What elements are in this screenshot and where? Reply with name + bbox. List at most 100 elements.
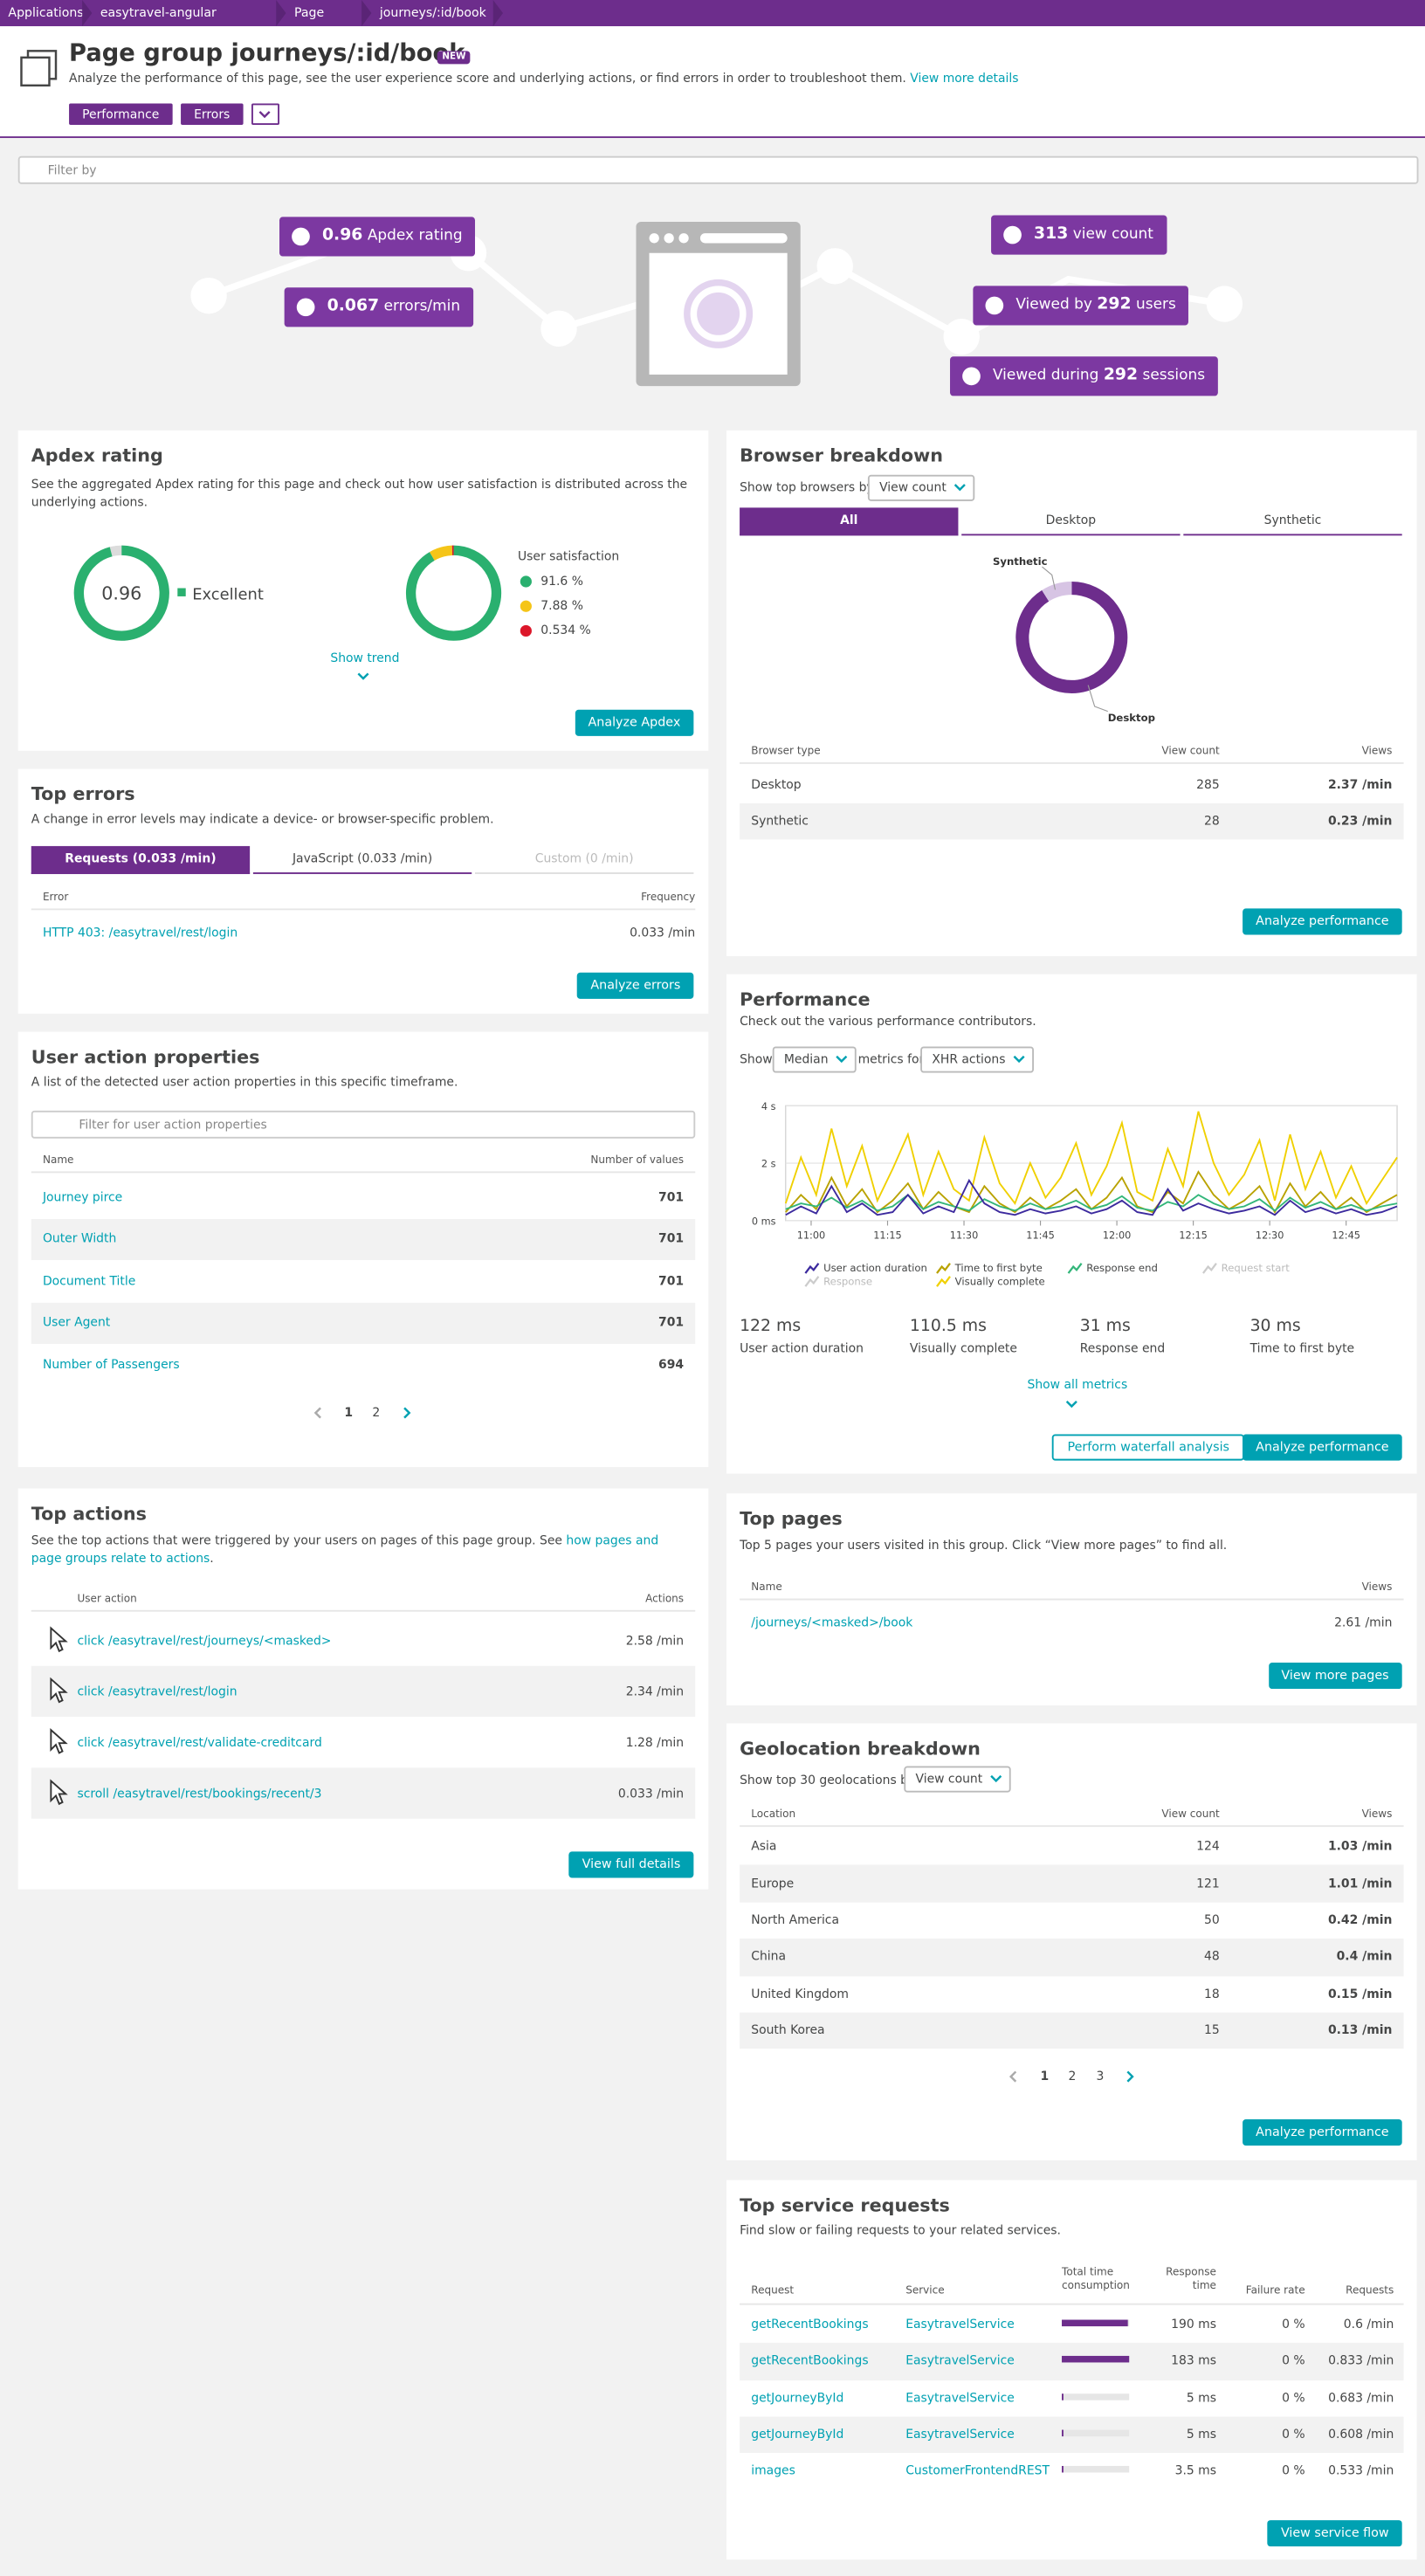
badge-icon [1003,225,1022,245]
circle [962,367,981,386]
table-cell[interactable]: scroll /easytravel/rest/bookings/recent/… [77,1785,322,1801]
page-number[interactable]: 2 [372,1404,381,1420]
tab[interactable]: Custom (0 /min) [475,846,694,874]
satisfaction-value: 7.88 % [540,597,583,613]
show-all-metrics[interactable]: Show all metrics [1027,1376,1128,1392]
button[interactable]: Analyze performance [1243,1434,1402,1461]
page-number[interactable]: 3 [1096,2068,1105,2084]
table-cell[interactable]: click /easytravel/rest/validate-creditca… [77,1733,322,1749]
button[interactable]: View service flow [1267,2520,1402,2547]
details-link[interactable]: View more details [910,70,1019,86]
legend-entry[interactable]: Visually complete [954,1276,1045,1289]
table-row: Asia 124 1.03 /min [740,1829,1403,1865]
time-share [1062,2319,1128,2327]
docs-link[interactable]: how pages and page groups relate to acti… [31,1533,659,1566]
legend-entry[interactable]: User action duration [823,1263,927,1275]
button[interactable]: Analyze performance [1243,2119,1402,2146]
table-cell[interactable]: Outer Width [42,1230,117,1246]
legend-entry[interactable]: Time to first byte [954,1263,1043,1275]
button[interactable]: View more pages [1268,1662,1402,1690]
satisfaction-title: User satisfaction [517,548,620,564]
aggregation-select[interactable]: Median [772,1046,857,1073]
action-type-select[interactable]: XHR actions [920,1046,1034,1073]
table-cell[interactable]: Document Title [42,1272,136,1288]
legend-entry[interactable]: Response end [1086,1263,1158,1275]
table-cell[interactable]: Journey pirce [42,1188,123,1204]
new-badge: NEW [437,51,472,65]
button[interactable]: Analyze errors [577,972,694,999]
table-cell[interactable]: EasytravelService [905,2352,1015,2368]
table-cell[interactable]: getRecentBookings [751,2316,869,2331]
table-cell[interactable]: EasytravelService [905,2316,1015,2331]
chevron [258,111,271,119]
table-cell: 2.37 /min [1327,776,1393,792]
table-cell: 190 ms [1171,2316,1216,2331]
button[interactable]: Analyze Apdex [575,709,694,736]
table-cell[interactable]: getJourneyById [751,2389,844,2405]
column-header: Name [42,1153,74,1167]
page-number[interactable]: 1 [344,1404,354,1420]
breadcrumb-item[interactable]: Page groups [286,0,372,46]
table-cell[interactable]: EasytravelService [905,2426,1015,2442]
table-cell[interactable]: click /easytravel/rest/journeys/<masked> [77,1632,332,1648]
table-row: getRecentBookings EasytravelService 190 ms… [740,2306,1403,2343]
leader-line [1042,566,1057,590]
tab[interactable]: Synthetic [1183,507,1402,536]
tab[interactable]: JavaScript (0.033 /min) [252,846,472,874]
table-row: South Korea 15 0.13 /min [740,2012,1404,2049]
table-cell[interactable]: HTTP 403: /easytravel/rest/login [42,925,238,940]
table-row: Europe 121 1.01 /min [740,1865,1404,1903]
table-cell[interactable]: getRecentBookings [751,2352,869,2368]
button[interactable]: View full details [568,1851,694,1878]
button[interactable]: Analyze performance [1243,908,1402,935]
table-cell: 124 [1196,1838,1220,1854]
metric-value: 31 ms [1079,1317,1131,1336]
legend-entry[interactable]: Response [823,1276,873,1289]
table-row: Number of Passengers 694 [31,1344,695,1386]
filter-bar[interactable]: Filter by [17,155,1419,184]
table-cell: 121 [1196,1875,1220,1891]
table-cell[interactable]: User Agent [42,1314,111,1330]
column-header: Views [1361,744,1393,758]
polyline [836,1055,848,1064]
breadcrumb-item[interactable]: Applications [0,0,93,27]
table-cell[interactable]: EasytravelService [905,2389,1015,2405]
legend-icon [1067,1263,1083,1274]
table-cell[interactable]: click /easytravel/rest/login [77,1683,238,1698]
column-header: Location [751,1807,796,1821]
table-cell[interactable]: CustomerFrontendREST [905,2462,1050,2478]
button[interactable]: Perform waterfall analysis [1052,1434,1244,1461]
satisfaction-icon [520,624,532,637]
badge-icon [985,296,1004,315]
breadcrumb-item[interactable]: easytravel-angular [92,0,286,27]
geo-select[interactable]: View count [904,1766,1011,1793]
header-rule [31,1609,696,1612]
property-filter[interactable]: Filter for user action properties [31,1110,696,1139]
table-cell[interactable]: /journeys/<masked>/book [751,1615,913,1630]
polyline [936,1263,951,1274]
page-number[interactable]: 2 [1068,2068,1077,2084]
breadcrumb-item[interactable]: journeys/:id/book [371,0,504,27]
x-tick-label: 11:30 [950,1230,979,1242]
table-cell: 0.608 /min [1328,2426,1394,2442]
circle [664,233,674,244]
select-label: Show [740,1051,773,1067]
legend-entry[interactable]: Request start [1221,1263,1290,1275]
page-number[interactable]: 1 [1040,2068,1050,2084]
y-tick-label: 2 s [761,1159,776,1170]
tab[interactable]: Requests (0.033 /min) [31,845,251,874]
apdex-rating: Excellent [192,586,264,604]
card-title: Top pages [740,1508,843,1530]
x-tick-label: 11:45 [1026,1230,1055,1242]
table-cell[interactable]: Number of Passengers [42,1356,180,1372]
table-cell[interactable]: images [751,2462,795,2478]
show-trend[interactable]: Show trend [330,651,400,665]
tab[interactable]: Desktop [961,507,1181,536]
browser-select[interactable]: View count [867,474,974,501]
satisfaction-value: 0.534 % [540,623,591,637]
table-cell: 0.533 /min [1328,2462,1394,2478]
table-cell[interactable]: getJourneyById [751,2426,844,2442]
tab[interactable]: All [740,507,959,536]
table-cell: 3.5 ms [1174,2462,1216,2478]
